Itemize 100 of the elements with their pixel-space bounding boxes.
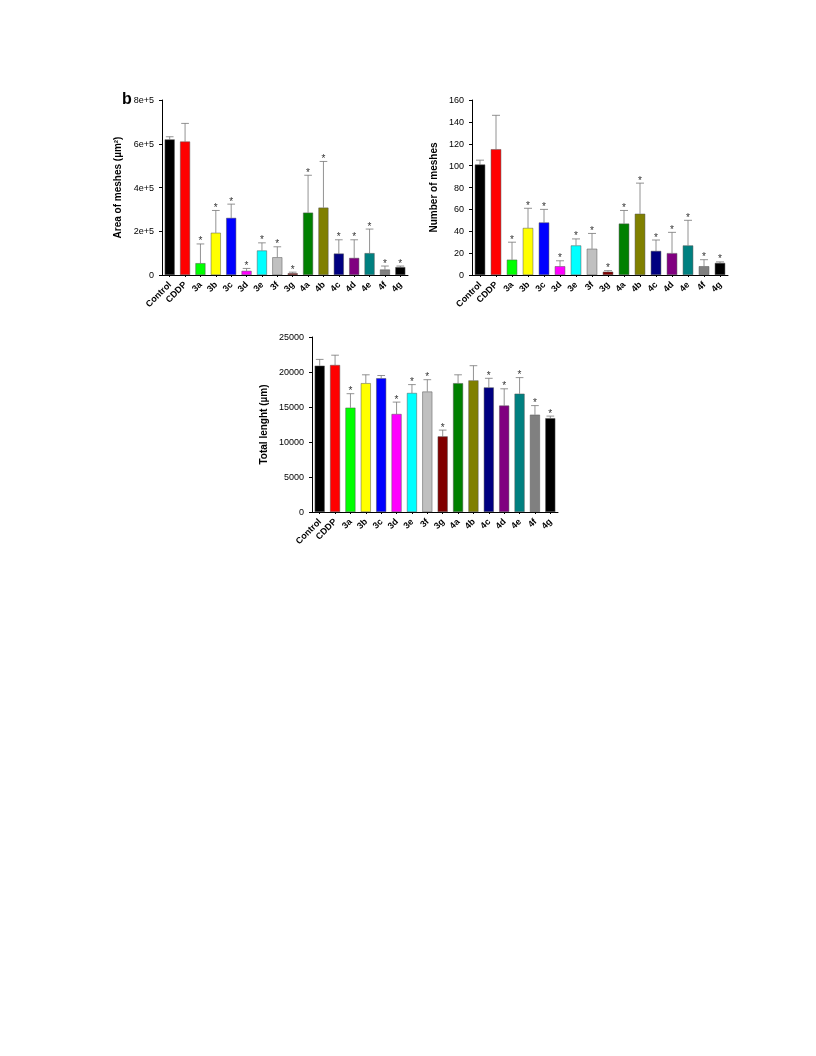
- bar: [226, 217, 237, 275]
- annotation: *: [510, 233, 515, 245]
- bar: [453, 383, 464, 512]
- y-tick-label: 10000: [278, 437, 304, 447]
- annotation: *: [654, 231, 659, 243]
- annotation: *: [398, 257, 403, 269]
- y-tick-label: 20000: [278, 367, 304, 377]
- y-axis-title: Area of meshes (µm²): [112, 136, 124, 239]
- x-tick-label: 3a: [501, 278, 517, 294]
- annotation: *: [574, 230, 579, 242]
- x-tick-label: 4e: [677, 279, 692, 294]
- annotation: *: [244, 259, 249, 271]
- annotation: *: [532, 397, 537, 409]
- bar: [570, 245, 582, 275]
- x-tick-label: 4d: [493, 516, 508, 531]
- bar: [210, 232, 221, 275]
- bar: [256, 250, 267, 275]
- annotation: *: [321, 152, 326, 164]
- x-tick-label: 4a: [447, 515, 463, 531]
- bar: [618, 223, 630, 275]
- bar: [360, 383, 371, 512]
- annotation: *: [348, 385, 353, 397]
- annotation: *: [367, 220, 372, 232]
- bar: [303, 212, 314, 275]
- y-tick-label: 80: [453, 182, 464, 193]
- annotation: *: [638, 174, 643, 186]
- bar: [483, 387, 494, 512]
- y-tick-label: 20: [453, 248, 464, 259]
- x-tick-label: 4c: [478, 516, 493, 531]
- bar: [330, 365, 341, 512]
- x-tick-label: 4f: [375, 278, 390, 293]
- annotation: *: [526, 199, 531, 211]
- bar: [333, 253, 344, 275]
- y-tick-label: 40: [453, 226, 464, 237]
- bar: [554, 266, 566, 275]
- bar: [522, 227, 534, 275]
- x-tick-label: 3a: [189, 278, 205, 294]
- annotation: *: [606, 262, 611, 274]
- bar: [364, 253, 375, 275]
- y-tick-label: 2e+5: [133, 226, 154, 237]
- x-tick-label: 4c: [328, 279, 343, 294]
- y-tick-label: 140: [448, 116, 464, 127]
- x-tick-label: 4d: [343, 279, 358, 294]
- x-tick-label: 4g: [539, 516, 554, 531]
- annotation: *: [259, 234, 264, 246]
- annotation: *: [622, 201, 627, 213]
- x-tick-label: 3c: [370, 516, 385, 531]
- annotation: *: [718, 253, 723, 265]
- y-tick-label: 100: [448, 160, 464, 171]
- annotation: *: [306, 166, 311, 178]
- annotation: *: [670, 223, 675, 235]
- x-tick-label: 4e: [508, 516, 524, 531]
- x-tick-label: 4e: [358, 279, 374, 294]
- x-tick-label: 4f: [525, 515, 540, 530]
- bar: [634, 213, 646, 275]
- bar: [586, 248, 598, 275]
- annotation: *: [702, 251, 707, 263]
- x-tick-label: 3b: [204, 279, 220, 294]
- y-tick-label: 15000: [278, 402, 304, 412]
- x-tick-label: 3b: [517, 279, 532, 294]
- x-tick-label: 3e: [251, 279, 266, 294]
- bar: [437, 436, 448, 512]
- annotation: *: [409, 376, 414, 388]
- x-tick-label: 3a: [339, 515, 355, 531]
- x-tick-label: 3f: [268, 278, 282, 293]
- x-tick-label: 4a: [613, 278, 629, 294]
- bar: [379, 269, 390, 275]
- annotation: *: [198, 235, 203, 247]
- x-tick-label: 4d: [661, 279, 676, 294]
- x-tick-label: 3c: [220, 279, 235, 294]
- y-tick-label: 25000: [278, 332, 304, 342]
- bar: [241, 270, 252, 275]
- y-tick-label: 60: [453, 204, 464, 215]
- x-tick-label: 3g: [597, 279, 612, 294]
- y-tick-label: 5000: [283, 472, 304, 482]
- annotation: *: [382, 257, 387, 269]
- x-tick-label: 3g: [281, 279, 297, 294]
- y-tick-label: 120: [448, 138, 464, 149]
- x-tick-label: 3c: [533, 279, 548, 294]
- x-tick-label: 3d: [385, 516, 401, 531]
- x-tick-label: 3f: [582, 278, 597, 293]
- annotation: *: [558, 252, 563, 264]
- x-tick-label: 4b: [629, 279, 644, 294]
- text: b: [122, 89, 132, 107]
- annotation: *: [352, 231, 357, 243]
- x-tick-label: 3e: [401, 516, 416, 531]
- y-tick-label: 4e+5: [133, 182, 154, 193]
- annotation: *: [425, 371, 430, 383]
- annotation: *: [502, 380, 507, 392]
- bar: [468, 380, 479, 512]
- bar: [538, 222, 550, 275]
- bar: [490, 149, 502, 275]
- annotation: *: [440, 421, 445, 433]
- bar: [349, 257, 360, 275]
- annotation: *: [542, 200, 547, 212]
- x-tick-label: 3f: [418, 515, 432, 530]
- annotation: *: [548, 407, 553, 419]
- bar: [499, 405, 510, 512]
- y-tick-label: 0: [458, 270, 464, 280]
- bar: [422, 391, 433, 512]
